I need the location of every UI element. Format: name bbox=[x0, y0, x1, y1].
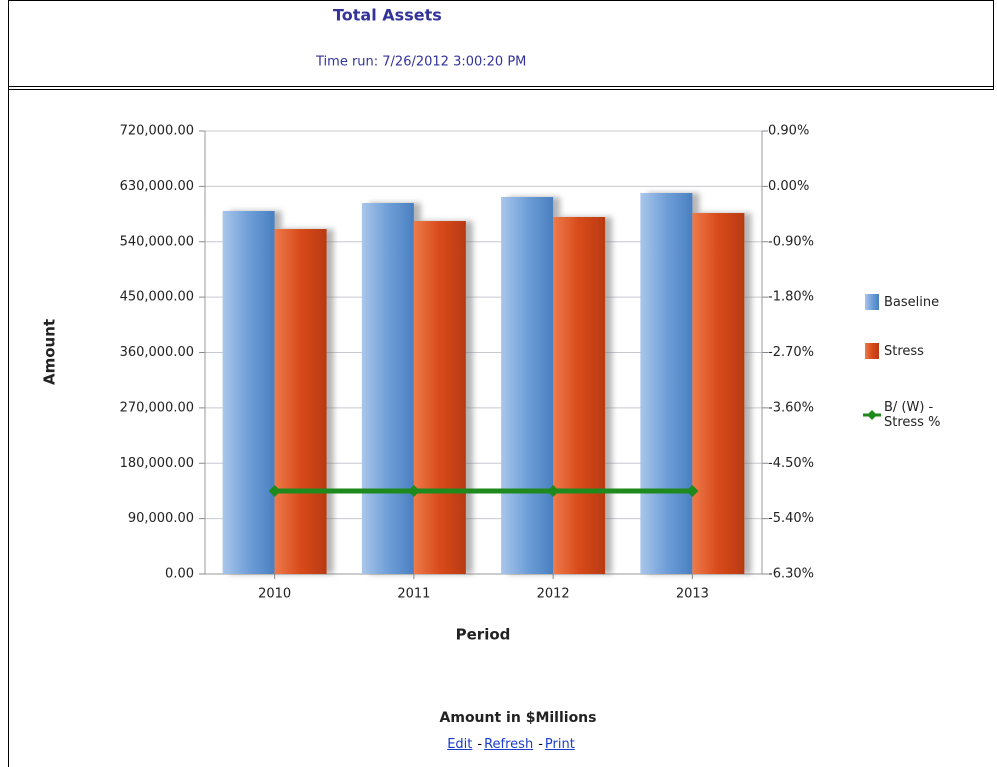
link[interactable]: Refresh bbox=[484, 737, 534, 752]
bar bbox=[413, 221, 466, 574]
legend-item: B/ (W) - Stress % bbox=[862, 400, 964, 430]
time-run: Time run: 7/26/2012 3:00:20 PM bbox=[315, 55, 526, 70]
y-tick-label: 540,000.00 bbox=[120, 234, 194, 249]
bar bbox=[274, 229, 327, 575]
y2-tick-label: 0.00% bbox=[768, 179, 809, 194]
legend-marker bbox=[867, 410, 877, 420]
bar bbox=[640, 193, 693, 574]
legend-item: Baseline bbox=[862, 292, 964, 312]
legend-swatch bbox=[865, 343, 879, 359]
line-marker bbox=[407, 484, 420, 497]
y-tick-label: 0.00 bbox=[165, 567, 194, 582]
x-tick-label: 2010 bbox=[258, 587, 291, 602]
y2-tick-label: -6.30% bbox=[768, 567, 814, 582]
y-tick-label: 720,000.00 bbox=[120, 124, 194, 139]
y2-tick-label: -5.40% bbox=[768, 511, 814, 526]
bar bbox=[553, 217, 606, 574]
y-tick-label: 270,000.00 bbox=[120, 400, 194, 415]
y2-tick-label: -3.60% bbox=[768, 400, 814, 415]
line-marker bbox=[547, 484, 560, 497]
y2-tick-label: -0.90% bbox=[768, 234, 814, 249]
link[interactable]: Edit bbox=[447, 737, 473, 752]
legend-swatch bbox=[863, 410, 881, 420]
x-tick-label: 2011 bbox=[397, 587, 430, 602]
legend-box bbox=[865, 343, 879, 359]
bar bbox=[361, 202, 414, 575]
links: Edit - Refresh - Print bbox=[0, 737, 997, 752]
legend-box bbox=[865, 294, 879, 310]
y-tick-label: 360,000.00 bbox=[120, 345, 194, 360]
link-separator: - bbox=[538, 737, 543, 752]
y-axis-title: Amount bbox=[41, 319, 59, 385]
legend-label: B/ (W) - Stress % bbox=[884, 400, 941, 430]
y2-tick-label: -4.50% bbox=[768, 456, 814, 471]
y-tick-label: 180,000.00 bbox=[120, 456, 194, 471]
link-separator: - bbox=[477, 737, 483, 752]
y2-tick-label: 0.90% bbox=[768, 124, 809, 139]
legend-label: Stress bbox=[884, 343, 924, 359]
y-tick-label: 450,000.00 bbox=[120, 290, 194, 305]
bar bbox=[692, 213, 745, 574]
link[interactable]: Print bbox=[544, 737, 575, 752]
line-marker bbox=[268, 484, 281, 497]
title: Total Assets bbox=[333, 6, 442, 25]
x-tick-label: 2013 bbox=[676, 587, 709, 602]
x-tick-label: 2012 bbox=[537, 587, 570, 602]
y-tick-label: 630,000.00 bbox=[120, 179, 194, 194]
legend-swatch bbox=[865, 294, 879, 310]
y-tick-label: 90,000.00 bbox=[128, 511, 194, 526]
line-marker bbox=[686, 484, 699, 497]
bar bbox=[501, 197, 554, 575]
y2-tick-label: -2.70% bbox=[768, 345, 814, 360]
x-axis-title: Period bbox=[456, 626, 511, 644]
legend-item: Stress bbox=[862, 341, 964, 361]
y2-tick-label: -1.80% bbox=[768, 290, 814, 305]
footer-note: Amount in $Millions bbox=[440, 710, 597, 726]
legend-label: Baseline bbox=[884, 294, 940, 310]
bar bbox=[222, 210, 275, 574]
